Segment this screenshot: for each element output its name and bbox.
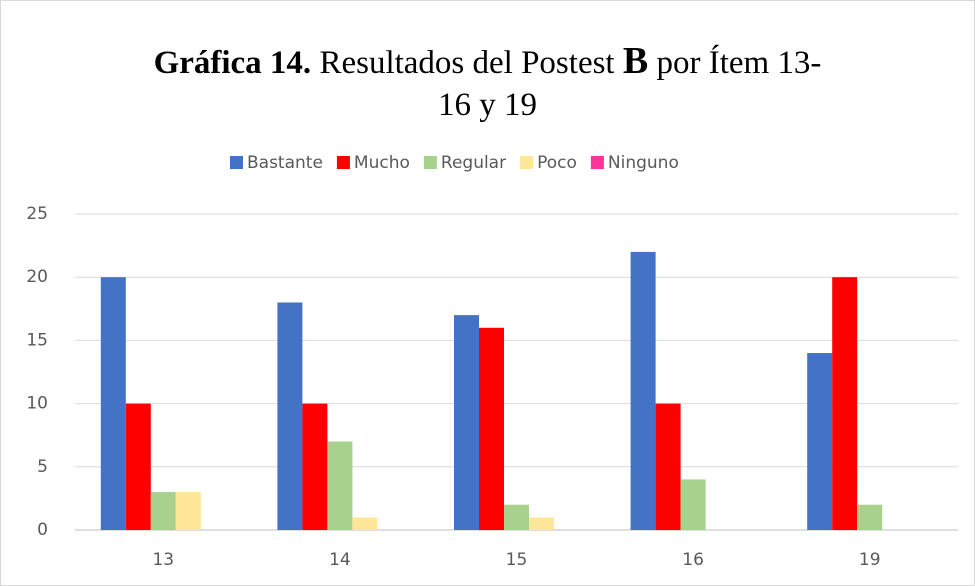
bar (100, 277, 126, 530)
legend-swatch (590, 156, 604, 169)
bar (529, 517, 554, 530)
y-tick-label: 25 (26, 204, 48, 224)
bar (832, 277, 858, 530)
y-tick-label: 5 (37, 457, 48, 477)
legend-label: Poco (537, 153, 577, 173)
legend-label: Regular (441, 153, 506, 173)
bar (504, 504, 529, 530)
chart-title: Gráfica 14. Resultados del Postest B por… (150, 40, 825, 126)
bar (479, 327, 504, 530)
legend-swatch (336, 156, 350, 169)
bar (125, 403, 151, 530)
legend-swatch (520, 156, 534, 169)
x-tick-label: 16 (682, 550, 704, 570)
bar (454, 315, 479, 530)
bar (807, 353, 833, 530)
x-tick-label: 14 (329, 550, 351, 570)
bar (680, 479, 706, 530)
legend-label: Ninguno (608, 153, 679, 173)
title-part: por Ítem 13-16 y 19 (438, 45, 822, 123)
bar (352, 517, 378, 530)
bar (277, 302, 303, 530)
y-tick-label: 20 (26, 267, 48, 287)
y-tick-label: 0 (37, 520, 48, 540)
x-tick-label: 15 (506, 550, 528, 570)
legend-swatch (423, 156, 437, 169)
legend-label: Mucho (354, 153, 410, 173)
bar (630, 251, 656, 531)
title-part: Gráfica 14. (153, 45, 312, 81)
bar (857, 504, 883, 530)
x-tick-label: 19 (859, 550, 881, 570)
y-tick-label: 10 (26, 394, 48, 414)
legend-swatch (230, 156, 243, 169)
bar (302, 403, 328, 530)
bar (150, 492, 176, 530)
bar (175, 492, 201, 530)
title-part: Resultados del Postest (319, 45, 615, 81)
bar (655, 403, 681, 530)
legend-label: Bastante (247, 153, 323, 173)
bar (327, 441, 353, 530)
title-part: B (622, 40, 649, 82)
y-tick-label: 15 (26, 330, 48, 350)
x-tick-label: 13 (152, 550, 174, 570)
